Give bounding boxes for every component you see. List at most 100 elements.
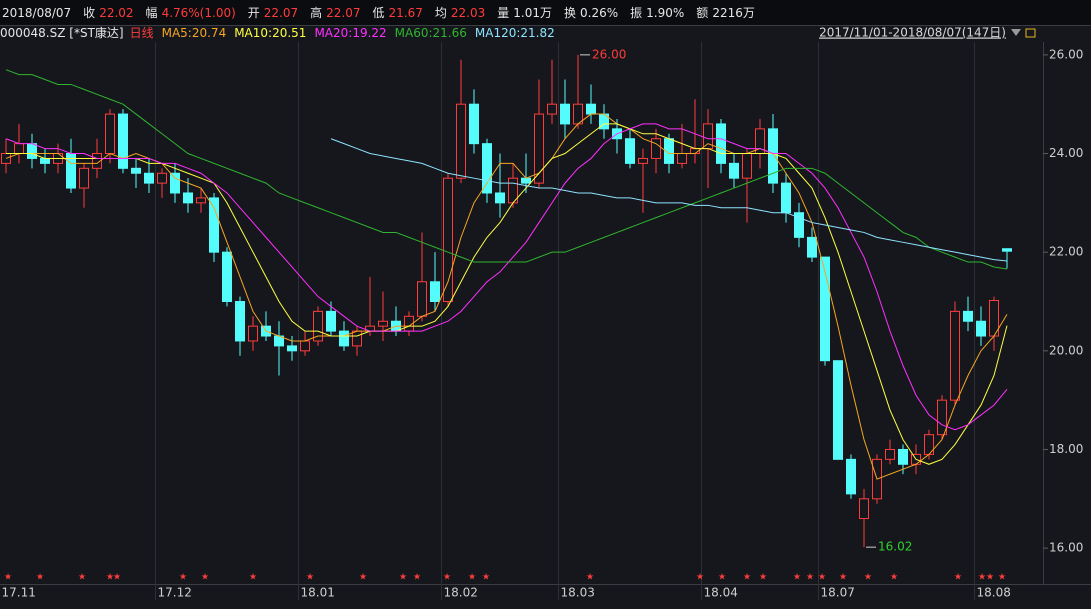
candle-body [547,103,557,115]
info-label: 低 [373,6,385,20]
lock-icon[interactable] [1025,28,1036,38]
candle-body [898,448,908,465]
info-value: 21.67 [389,6,423,20]
x-tick-label: 18.03 [561,586,595,600]
candle-body [521,177,531,184]
event-star: ★ [113,573,121,583]
y-tick-label: 22.00 [1049,245,1083,259]
info-label: 高 [310,5,322,20]
candle-body [833,360,843,460]
info-value: 22.07 [326,6,360,20]
event-star: ★ [468,573,476,583]
candle-body [144,172,154,184]
candle [625,128,635,169]
event-star: ★ [359,573,367,583]
info-value: 22.02 [99,6,133,20]
candle [248,316,258,351]
candle-body [339,330,349,347]
candle-body [287,345,297,352]
info-value: 0.26% [580,6,618,20]
candle [157,168,167,198]
candle-body [469,103,479,145]
ma-line [5,113,1008,480]
candle [326,301,336,337]
candle [196,188,206,213]
legend-entry: MA20:19.22 [314,26,386,40]
candle [807,227,817,263]
y-tick-label: 18.00 [1049,442,1083,456]
info-label: 换 [564,6,576,20]
candle [222,247,232,307]
range-dropdown[interactable] [1011,29,1021,36]
candle-body [807,236,817,258]
event-star: ★ [718,573,726,583]
candle-body [313,310,323,342]
candle [950,301,960,406]
candle [976,306,986,346]
legend-entry: MA60:21.66 [395,26,467,40]
event-star: ★ [986,573,994,583]
candle [963,296,973,332]
candle [456,59,466,184]
ma-line [5,69,1008,270]
x-tick-label: 18.08 [977,586,1011,600]
annotation-label: 16.02 [878,540,912,554]
candle-body [534,113,544,184]
candle-body [79,167,89,189]
y-tick-label: 24.00 [1049,146,1083,160]
ma-line [6,123,1008,465]
info-label: 收 [83,6,95,20]
candle-body [677,153,687,164]
candle-body [976,320,986,337]
ma-line [5,123,1008,431]
candle-body [326,310,336,332]
candle-body [183,192,193,204]
event-star: ★ [249,573,257,583]
candle-body [794,212,804,238]
candle-body [846,458,856,495]
event-star: ★ [743,573,751,583]
candle-body [638,157,648,164]
legend-entry: MA120:21.82 [475,26,555,40]
candle [378,291,388,341]
candle-body [781,182,791,214]
event-star: ★ [954,573,962,583]
candle-body [40,157,50,164]
candle [118,109,128,174]
ma-line [330,138,1008,262]
candle-body [157,172,167,184]
candle [651,128,661,174]
y-tick-label: 20.00 [1049,343,1083,357]
event-star: ★ [78,573,86,583]
event-star: ★ [482,573,490,583]
candle [820,256,830,366]
event-star: ★ [806,573,814,583]
event-star: ★ [443,573,451,583]
candle [729,153,739,189]
candle-body [495,192,505,204]
symbol: 000048.SZ [*ST康达] [0,25,124,40]
x-tick-label: 18.04 [704,586,738,600]
info-value: 22.03 [451,6,485,20]
event-star: ★ [413,573,421,583]
candle [859,488,869,548]
candle [469,89,479,154]
event-star: ★ [586,573,594,583]
event-star: ★ [818,573,826,583]
info-label: 开 [248,6,260,20]
candle-body [352,330,362,347]
candle-body [716,123,726,164]
info-value: 22.07 [264,6,298,20]
candle [313,306,323,346]
candle [1002,248,1012,269]
candle-body [586,103,596,115]
info-label: 幅 [146,5,158,20]
date-range[interactable]: 2017/11/01-2018/08/07(147日) [819,26,1006,40]
candle [794,202,804,248]
candle-body [235,301,245,342]
candle-body [222,251,232,303]
candle-body [105,113,115,155]
info-value: 1.90% [646,6,684,20]
candle-body [885,448,895,460]
